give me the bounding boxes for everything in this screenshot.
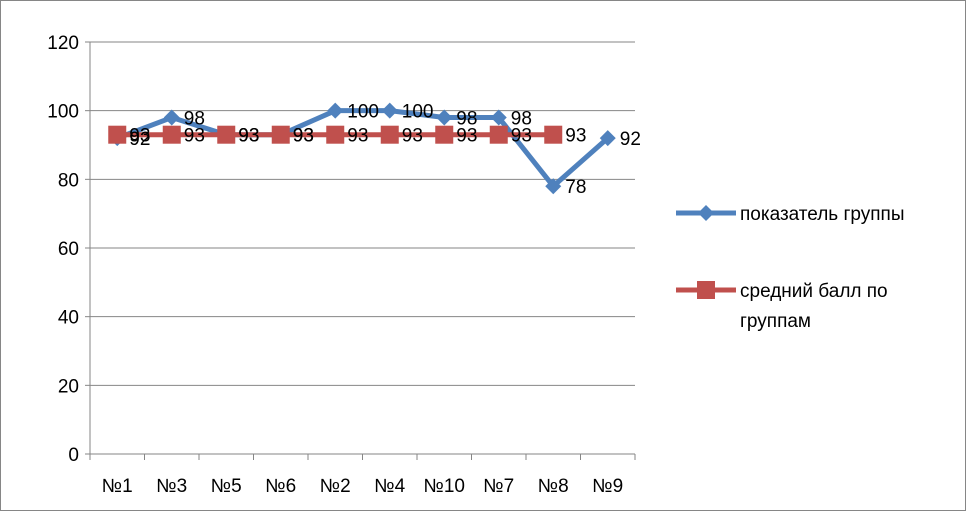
data-point <box>599 130 616 147</box>
x-tick-label: №2 <box>320 476 351 497</box>
legend-marker <box>698 205 714 221</box>
tick-labels: 0 20 40 60 80 100 120 №1 №3 №5 №6 №2 №4 №10 №7 №8 №9 <box>47 33 623 497</box>
data-point <box>544 125 563 144</box>
data-point <box>162 125 181 144</box>
x-tick-label: №5 <box>211 476 242 497</box>
axes <box>85 41 636 460</box>
data-point <box>108 125 127 144</box>
data-label: 93 <box>184 126 205 147</box>
x-tick-label: №7 <box>483 476 514 497</box>
series-line-1 <box>116 108 610 189</box>
legend: показатель группы средний балл по группам <box>676 204 905 332</box>
data-label: 93 <box>456 126 477 147</box>
x-tick-label: №10 <box>423 476 465 497</box>
data-point <box>436 109 453 126</box>
data-label: 93 <box>565 126 586 147</box>
series-markers <box>108 102 616 195</box>
data-point <box>435 125 454 144</box>
x-tick-label: №9 <box>592 476 623 497</box>
data-point <box>163 109 180 126</box>
data-point <box>217 125 236 144</box>
y-tick-label: 80 <box>58 170 79 191</box>
y-tick-label: 20 <box>58 376 79 397</box>
y-tick-label: 120 <box>47 33 79 54</box>
data-label: 93 <box>238 126 259 147</box>
data-label: 100 <box>402 102 434 123</box>
data-label: 93 <box>129 126 150 147</box>
x-tick-label: №8 <box>538 476 569 497</box>
data-label: 92 <box>620 129 641 150</box>
data-label: 93 <box>293 126 314 147</box>
data-label: 93 <box>238 126 259 147</box>
y-tick-label: 0 <box>68 445 79 466</box>
x-tick-label: №1 <box>102 476 133 497</box>
data-label: 93 <box>402 126 423 147</box>
data-point <box>380 125 399 144</box>
data-point <box>326 125 345 144</box>
legend-label: показатель группы <box>740 204 905 225</box>
data-label: 98 <box>456 109 477 130</box>
data-point <box>545 178 562 195</box>
data-point <box>489 125 508 144</box>
data-label: 93 <box>511 126 532 147</box>
gridlines <box>90 41 635 386</box>
data-label: 100 <box>347 102 379 123</box>
x-tick-label: №3 <box>156 476 187 497</box>
y-tick-label: 40 <box>58 308 79 329</box>
data-label: 98 <box>184 109 205 130</box>
data-label: 92 <box>129 129 150 150</box>
data-point <box>327 102 344 119</box>
data-label: 93 <box>293 126 314 147</box>
data-label: 78 <box>565 177 586 198</box>
data-label: 98 <box>511 109 532 130</box>
y-tick-label: 60 <box>58 239 79 260</box>
legend-marker <box>697 281 715 299</box>
data-label: 93 <box>347 126 368 147</box>
x-tick-label: №6 <box>265 476 296 497</box>
x-tick-label: №4 <box>374 476 405 497</box>
legend-label: средний балл по группам <box>740 281 888 332</box>
data-point <box>271 125 290 144</box>
data-point <box>381 102 398 119</box>
y-tick-label: 100 <box>47 102 79 123</box>
data-point <box>490 109 507 126</box>
